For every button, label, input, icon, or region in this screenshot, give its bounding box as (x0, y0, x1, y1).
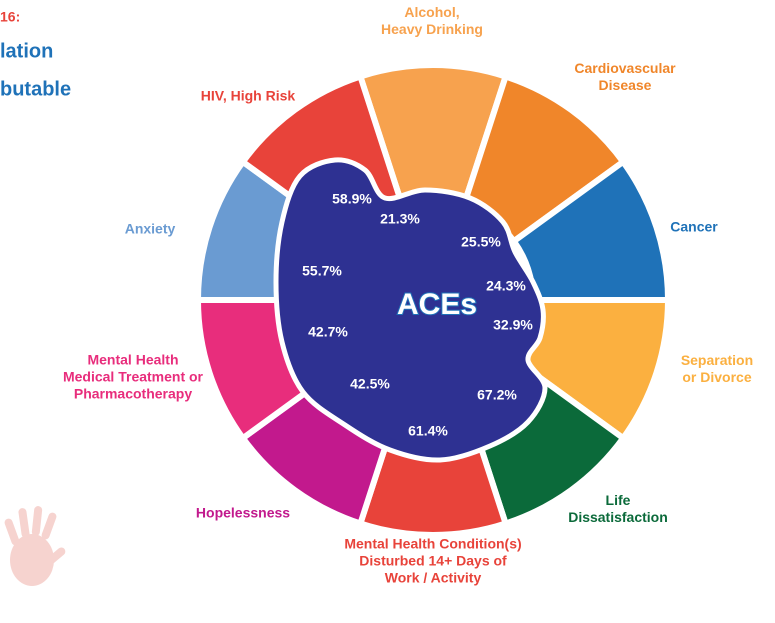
segment-label: Disease (599, 77, 652, 93)
segment-label: Mental Health Condition(s) (344, 536, 521, 552)
header-line: lation (0, 40, 53, 62)
segment-label: Medical Treatment or (63, 369, 204, 385)
segment-value: 58.9% (332, 191, 372, 207)
center-label: ACEs (397, 288, 477, 321)
segment-label: Disturbed 14+ Days of (359, 553, 507, 569)
segment-value: 32.9% (493, 317, 533, 333)
header-line: butable (0, 78, 71, 100)
segment-value: 67.2% (477, 387, 517, 403)
segment-label: Work / Activity (385, 570, 482, 586)
segment-label: Mental Health (87, 352, 178, 368)
center-blob (273, 157, 548, 463)
segment-label: Dissatisfaction (568, 509, 668, 525)
segment-label: Cardiovascular (574, 60, 676, 76)
segment-label: HIV, High Risk (201, 88, 296, 104)
segment-label: Separation (681, 352, 753, 368)
segment (509, 157, 672, 303)
segment-label: Cancer (670, 219, 718, 235)
header-line: 16: (0, 9, 20, 25)
segment-value: 24.3% (486, 278, 526, 294)
segment-value: 61.4% (408, 423, 448, 439)
segment-label: Pharmacotherapy (74, 386, 192, 402)
segment-value: 25.5% (461, 234, 501, 250)
segment-label: Heavy Drinking (381, 21, 483, 37)
segment-label: Anxiety (125, 221, 176, 237)
segment-label: Hopelessness (196, 505, 290, 521)
segment-label: Life (606, 492, 631, 508)
segment-value: 42.5% (350, 376, 390, 392)
segment-label: Alcohol, (404, 4, 459, 20)
segment-value: 55.7% (302, 263, 342, 279)
segment-value: 21.3% (380, 211, 420, 227)
segment-value: 42.7% (308, 324, 348, 340)
handprint (4, 506, 66, 586)
segment-label: or Divorce (682, 369, 751, 385)
